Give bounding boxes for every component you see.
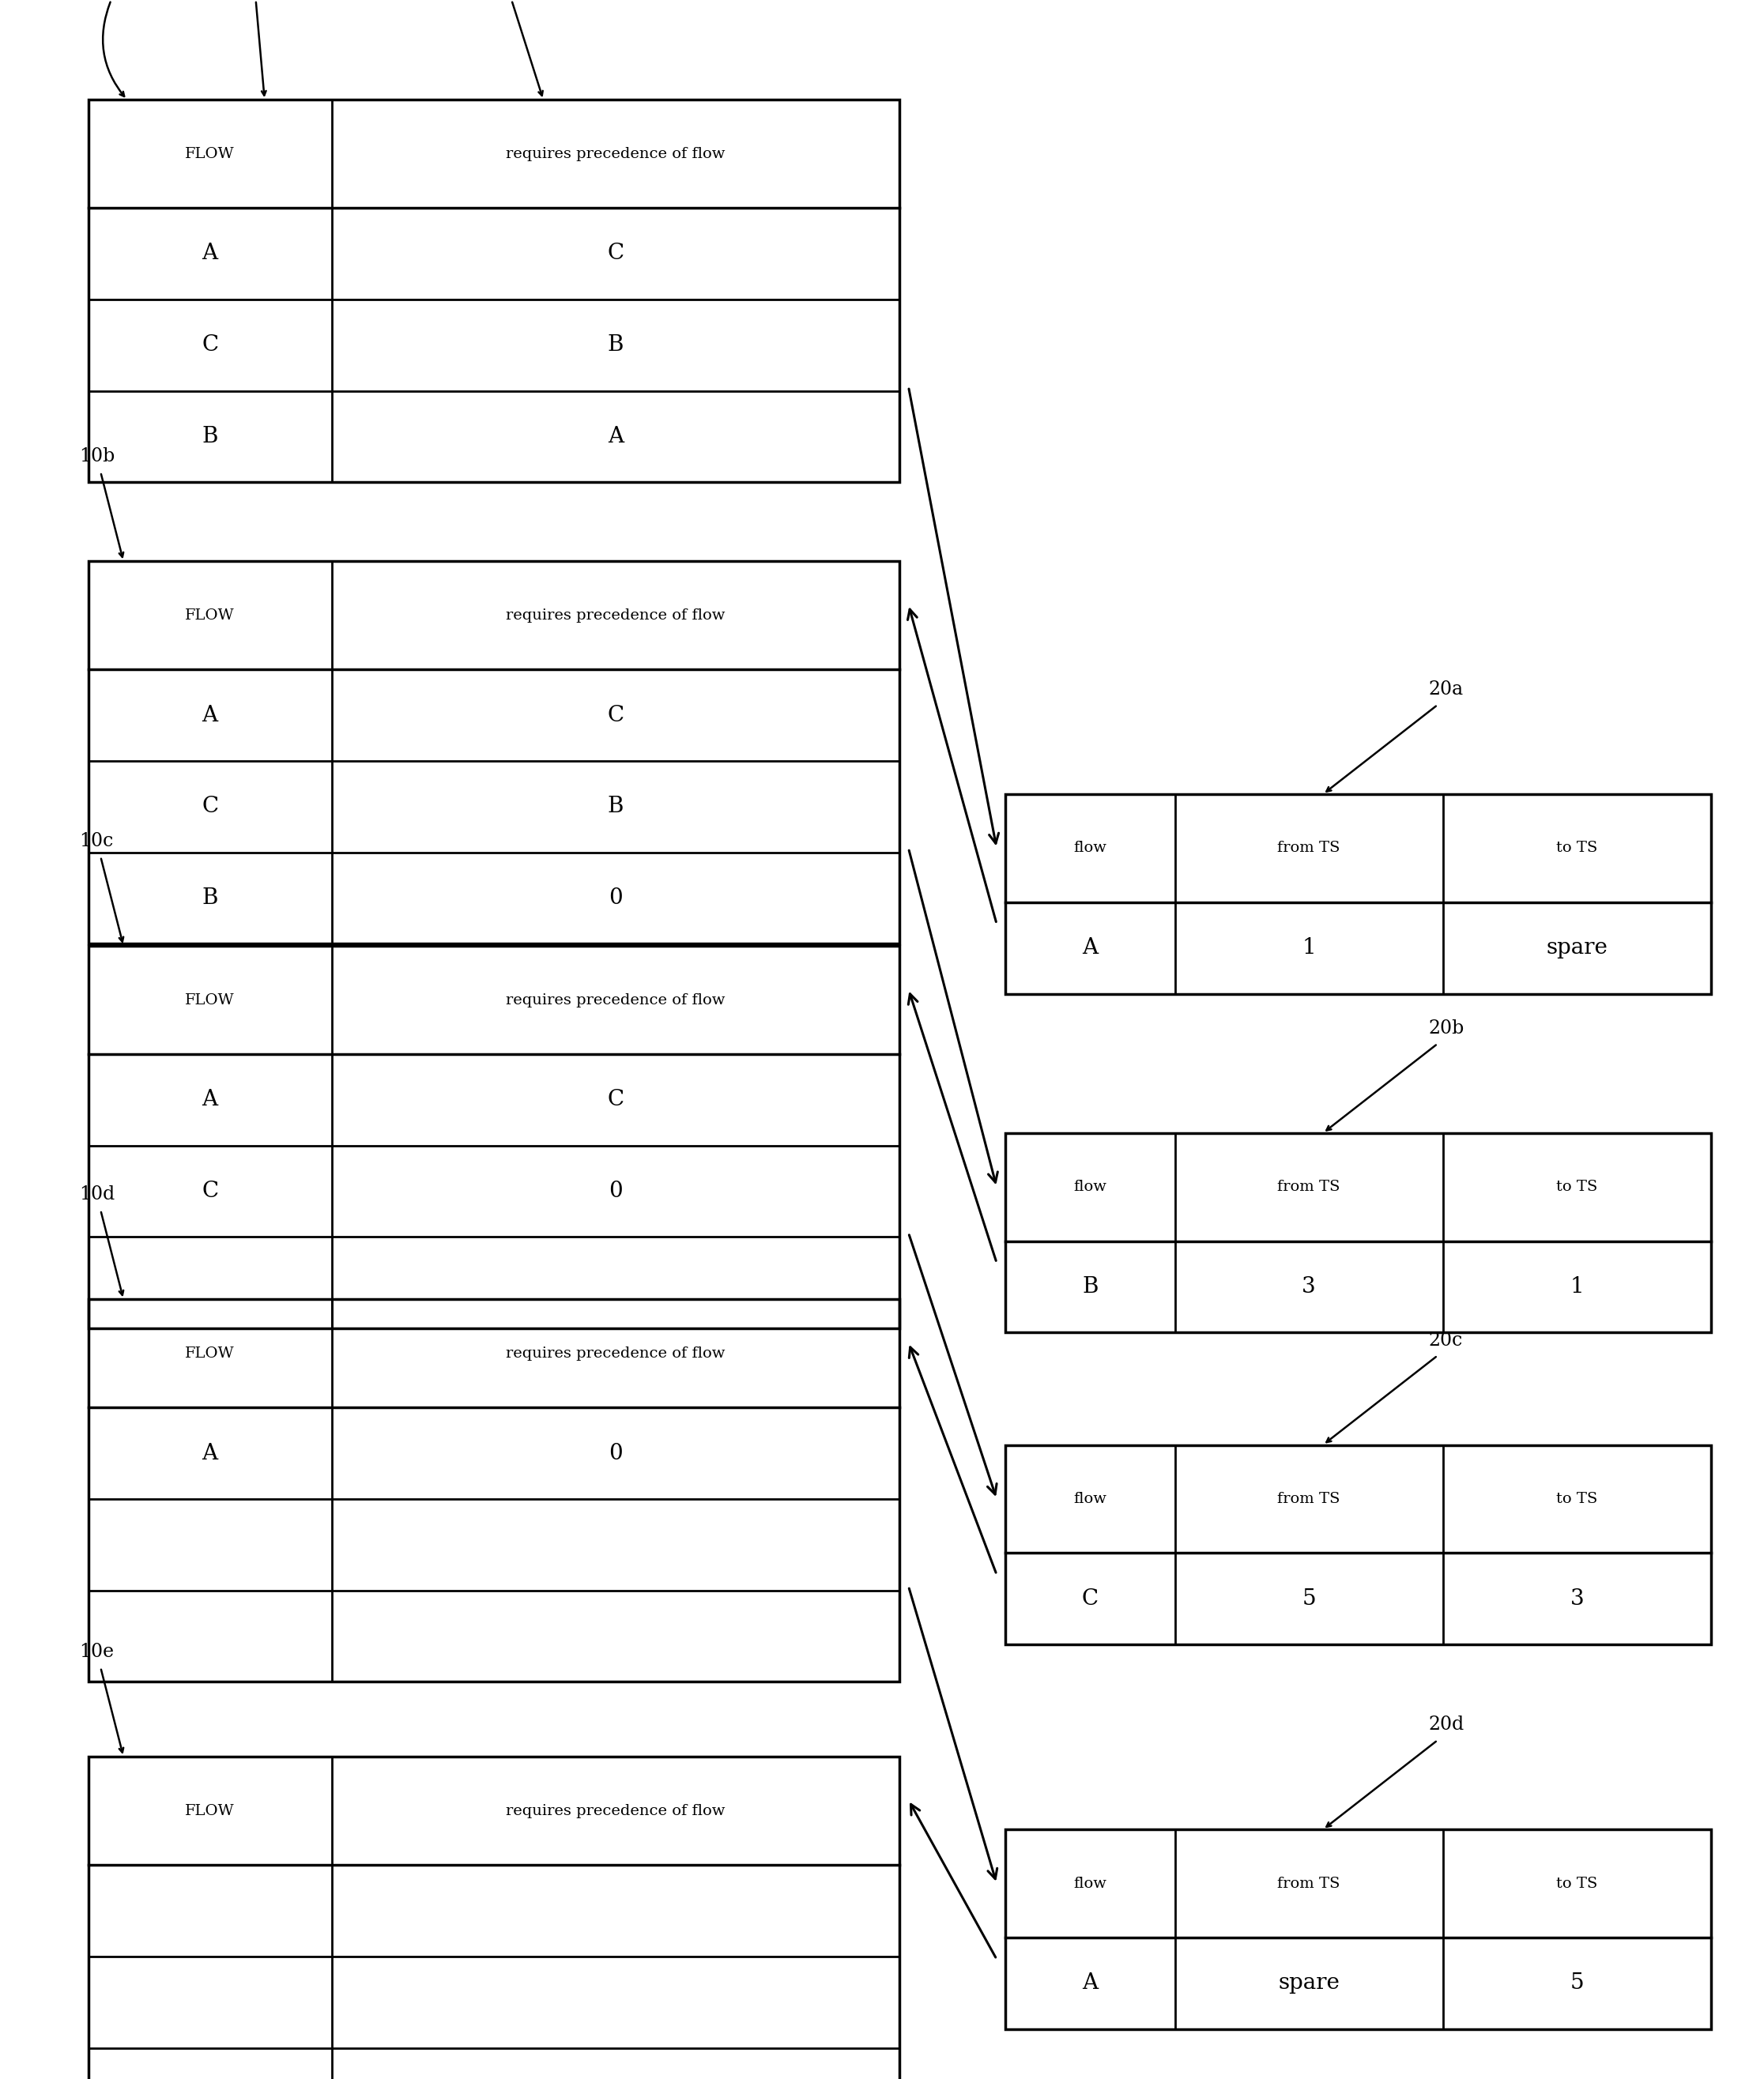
Text: FLOW: FLOW [185,1347,235,1360]
Text: FLOW: FLOW [185,148,235,160]
Text: to TS: to TS [1556,842,1598,854]
Text: C: C [1081,1588,1099,1609]
Text: 0: 0 [609,1181,623,1202]
Text: B: B [201,426,219,447]
Text: 5: 5 [1302,1588,1316,1609]
Text: A: A [1081,1973,1099,1994]
Text: flow: flow [1074,1181,1106,1193]
Text: to TS: to TS [1556,1493,1598,1505]
Text: flow: flow [1074,1877,1106,1890]
Text: A: A [201,1443,219,1464]
Bar [88,1299,900,1682]
Text: requires precedence of flow: requires precedence of flow [506,994,725,1006]
Bar [1005,1133,1711,1333]
Text: 3: 3 [1570,1588,1584,1609]
Text: FLOW: FLOW [185,1805,235,1817]
Text: C: C [201,796,219,817]
Text: A: A [1081,938,1099,958]
Text: A: A [201,705,219,726]
Text: C: C [607,1089,624,1110]
Text: B: B [1081,1277,1099,1297]
Text: B: B [607,796,624,817]
Text: 10e: 10e [79,1642,115,1661]
Text: C: C [201,1181,219,1202]
Text: requires precedence of flow: requires precedence of flow [506,609,725,622]
Text: 3: 3 [1302,1277,1316,1297]
Text: from TS: from TS [1277,1493,1341,1505]
Bar [88,561,900,944]
Text: 20d: 20d [1429,1715,1464,1734]
Text: B: B [201,888,219,909]
Text: to TS: to TS [1556,1181,1598,1193]
Text: A: A [201,1089,219,1110]
Text: from TS: from TS [1277,842,1341,854]
Text: C: C [201,335,219,356]
Text: 1: 1 [1302,938,1316,958]
Bar [88,1757,900,2079]
Text: 0: 0 [609,888,623,909]
Text: flow: flow [1074,1493,1106,1505]
Text: spare: spare [1547,938,1607,958]
Bar [1005,1830,1711,2029]
Text: 5: 5 [1570,1973,1584,1994]
Text: requires precedence of flow: requires precedence of flow [506,1805,725,1817]
Text: A: A [607,426,624,447]
Text: 0: 0 [609,1443,623,1464]
Bar [1005,794,1711,994]
Text: 10b: 10b [79,447,115,466]
Text: 20a: 20a [1429,680,1464,699]
Text: 20c: 20c [1429,1331,1462,1349]
Text: C: C [607,705,624,726]
Bar [88,100,900,482]
Text: from TS: from TS [1277,1181,1341,1193]
Text: 20b: 20b [1429,1019,1464,1037]
Text: requires precedence of flow: requires precedence of flow [506,148,725,160]
Bar [88,946,900,1328]
Text: A: A [201,243,219,264]
Text: spare: spare [1279,1973,1339,1994]
Text: C: C [607,243,624,264]
Text: B: B [607,335,624,356]
Text: FLOW: FLOW [185,994,235,1006]
Text: 10c: 10c [79,832,113,850]
Text: to TS: to TS [1556,1877,1598,1890]
Text: from TS: from TS [1277,1877,1341,1890]
Bar [1005,1445,1711,1644]
Text: requires precedence of flow: requires precedence of flow [506,1347,725,1360]
Text: FLOW: FLOW [185,609,235,622]
Text: 1: 1 [1570,1277,1584,1297]
Text: 10d: 10d [79,1185,115,1204]
Text: flow: flow [1074,842,1106,854]
